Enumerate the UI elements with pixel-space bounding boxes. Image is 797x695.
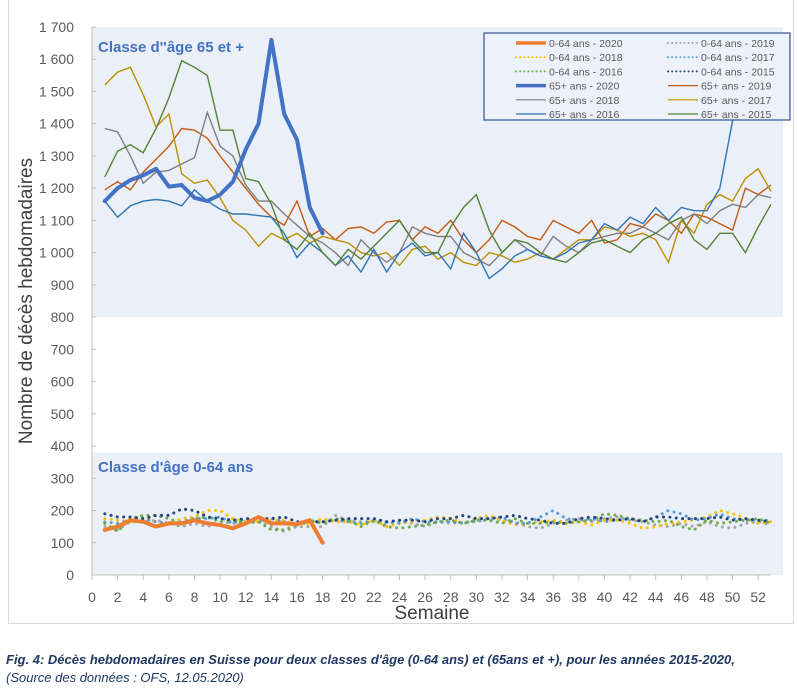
x-tick-label: 14 (264, 589, 280, 605)
series-line-0-64-ans-2015 (103, 507, 773, 525)
y-tick-label: 300 (51, 470, 75, 486)
x-tick-label: 20 (340, 589, 356, 605)
series-line-65-ans-2018 (104, 110, 772, 267)
y-tick-label: 0 (66, 567, 74, 583)
legend-label: 65+ ans - 2018 (549, 95, 620, 107)
y-tick-label: 1 300 (39, 148, 74, 164)
x-tick-label: 2 (114, 589, 122, 605)
caption-title: : Décès hebdomadaires en Suisse pour deu… (39, 652, 735, 667)
series-line-0-64-ans-2016 (103, 512, 773, 534)
y-tick-label: 200 (51, 503, 75, 519)
x-tick-label: 28 (443, 589, 459, 605)
x-axis-title: Semaine (395, 603, 470, 624)
series-line-0-64-ans-2018 (103, 508, 773, 530)
legend-label: 65+ ans - 2017 (701, 95, 772, 107)
y-tick-label: 1 400 (39, 116, 74, 132)
panel-title-0-64: Classe d'âge 0-64 ans (98, 459, 253, 476)
x-tick-label: 38 (571, 589, 587, 605)
figure-frame (8, 0, 794, 624)
x-tick-label: 4 (139, 589, 147, 605)
y-tick-label: 600 (51, 374, 75, 390)
series-line-0-64-ans-2020 (102, 515, 325, 545)
x-tick-label: 12 (238, 589, 254, 605)
y-tick-label: 1 100 (39, 212, 74, 228)
x-tick-label: 18 (315, 589, 331, 605)
y-tick-label: 400 (51, 438, 75, 454)
y-tick-label: 1 200 (39, 180, 74, 196)
x-tick-label: 6 (165, 589, 173, 605)
x-tick-label: 0 (88, 589, 96, 605)
figure-caption: Fig. 4: Décès hebdomadaires en Suisse po… (6, 651, 735, 687)
legend-label: 65+ ans - 2015 (701, 109, 772, 121)
x-tick-label: 46 (674, 589, 690, 605)
x-tick-label: 48 (699, 589, 715, 605)
x-tick-label: 16 (289, 589, 305, 605)
caption-fig-label: Fig. 4 (6, 652, 40, 667)
y-tick-label: 1 700 (39, 19, 74, 35)
panel-title-65plus: Classe d''âge 65 et + (98, 39, 244, 56)
legend-label: 0-64 ans - 2020 (549, 38, 623, 50)
x-tick-label: 32 (494, 589, 510, 605)
legend: 0-64 ans - 2020 0-64 ans - 2019 0-64 ans -… (483, 32, 791, 121)
x-tick-label: 42 (622, 589, 638, 605)
legend-label: 65+ ans - 2020 (549, 81, 620, 93)
x-tick-label: 22 (366, 589, 382, 605)
x-tick-label: 50 (725, 589, 741, 605)
y-tick-label: 700 (51, 341, 75, 357)
y-tick-label: 1 000 (39, 245, 74, 261)
x-tick-label: 26 (417, 589, 433, 605)
x-tick-label: 10 (212, 589, 228, 605)
legend-label: 0-64 ans - 2015 (701, 66, 775, 78)
series-line-65-ans-2019 (104, 127, 772, 254)
x-tick-label: 8 (191, 589, 199, 605)
legend-label: 0-64 ans - 2019 (701, 38, 775, 50)
x-tick-label: 30 (469, 589, 485, 605)
legend-label: 0-64 ans - 2016 (549, 66, 623, 78)
x-tick-label: 34 (520, 589, 536, 605)
series-line-65-ans-2015 (104, 59, 772, 267)
panel-bg-1 (92, 452, 783, 575)
x-tick-label: 40 (597, 589, 613, 605)
series-line-65-ans-2016 (104, 120, 734, 280)
y-tick-label: 100 (51, 535, 75, 551)
x-tick-label: 24 (392, 589, 408, 605)
series-group (102, 37, 773, 545)
y-tick-label: 1 600 (39, 51, 74, 67)
x-tick-label: 52 (750, 589, 766, 605)
x-tick-label: 44 (648, 589, 664, 605)
legend-box (483, 32, 791, 121)
legend-label: 0-64 ans - 2017 (701, 52, 775, 64)
y-tick-label: 500 (51, 406, 75, 422)
legend-label: 65+ ans - 2019 (701, 81, 772, 93)
y-tick-label: 800 (51, 309, 75, 325)
x-tick-label: 36 (545, 589, 561, 605)
series-line-65-ans-2017 (104, 66, 772, 267)
series-line-65-ans-2020 (102, 37, 325, 236)
y-tick-label: 1 500 (39, 83, 74, 99)
caption-source: (Source des données : OFS, 12.05.2020) (6, 670, 244, 685)
legend-label: 65+ ans - 2016 (549, 109, 620, 121)
legend-label: 0-64 ans - 2018 (549, 52, 623, 64)
y-tick-label: 900 (51, 277, 75, 293)
y-axis-title: Nombre de décès hebdomadaires (16, 158, 37, 444)
